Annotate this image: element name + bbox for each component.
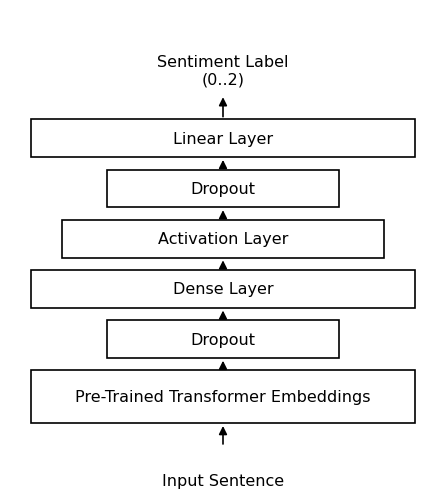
FancyBboxPatch shape bbox=[31, 120, 415, 158]
Text: Linear Layer: Linear Layer bbox=[173, 132, 273, 146]
Text: Pre-Trained Transformer Embeddings: Pre-Trained Transformer Embeddings bbox=[75, 390, 371, 404]
Text: Sentiment Label: Sentiment Label bbox=[157, 55, 289, 70]
FancyBboxPatch shape bbox=[107, 170, 339, 208]
Text: Activation Layer: Activation Layer bbox=[158, 232, 288, 246]
Text: (0..2): (0..2) bbox=[202, 73, 244, 88]
Text: Dropout: Dropout bbox=[190, 332, 256, 347]
FancyBboxPatch shape bbox=[62, 220, 384, 258]
FancyBboxPatch shape bbox=[107, 321, 339, 358]
Text: Dense Layer: Dense Layer bbox=[173, 282, 273, 297]
FancyBboxPatch shape bbox=[31, 271, 415, 308]
Text: Dropout: Dropout bbox=[190, 182, 256, 196]
Text: Input Sentence: Input Sentence bbox=[162, 473, 284, 488]
FancyBboxPatch shape bbox=[31, 371, 415, 423]
